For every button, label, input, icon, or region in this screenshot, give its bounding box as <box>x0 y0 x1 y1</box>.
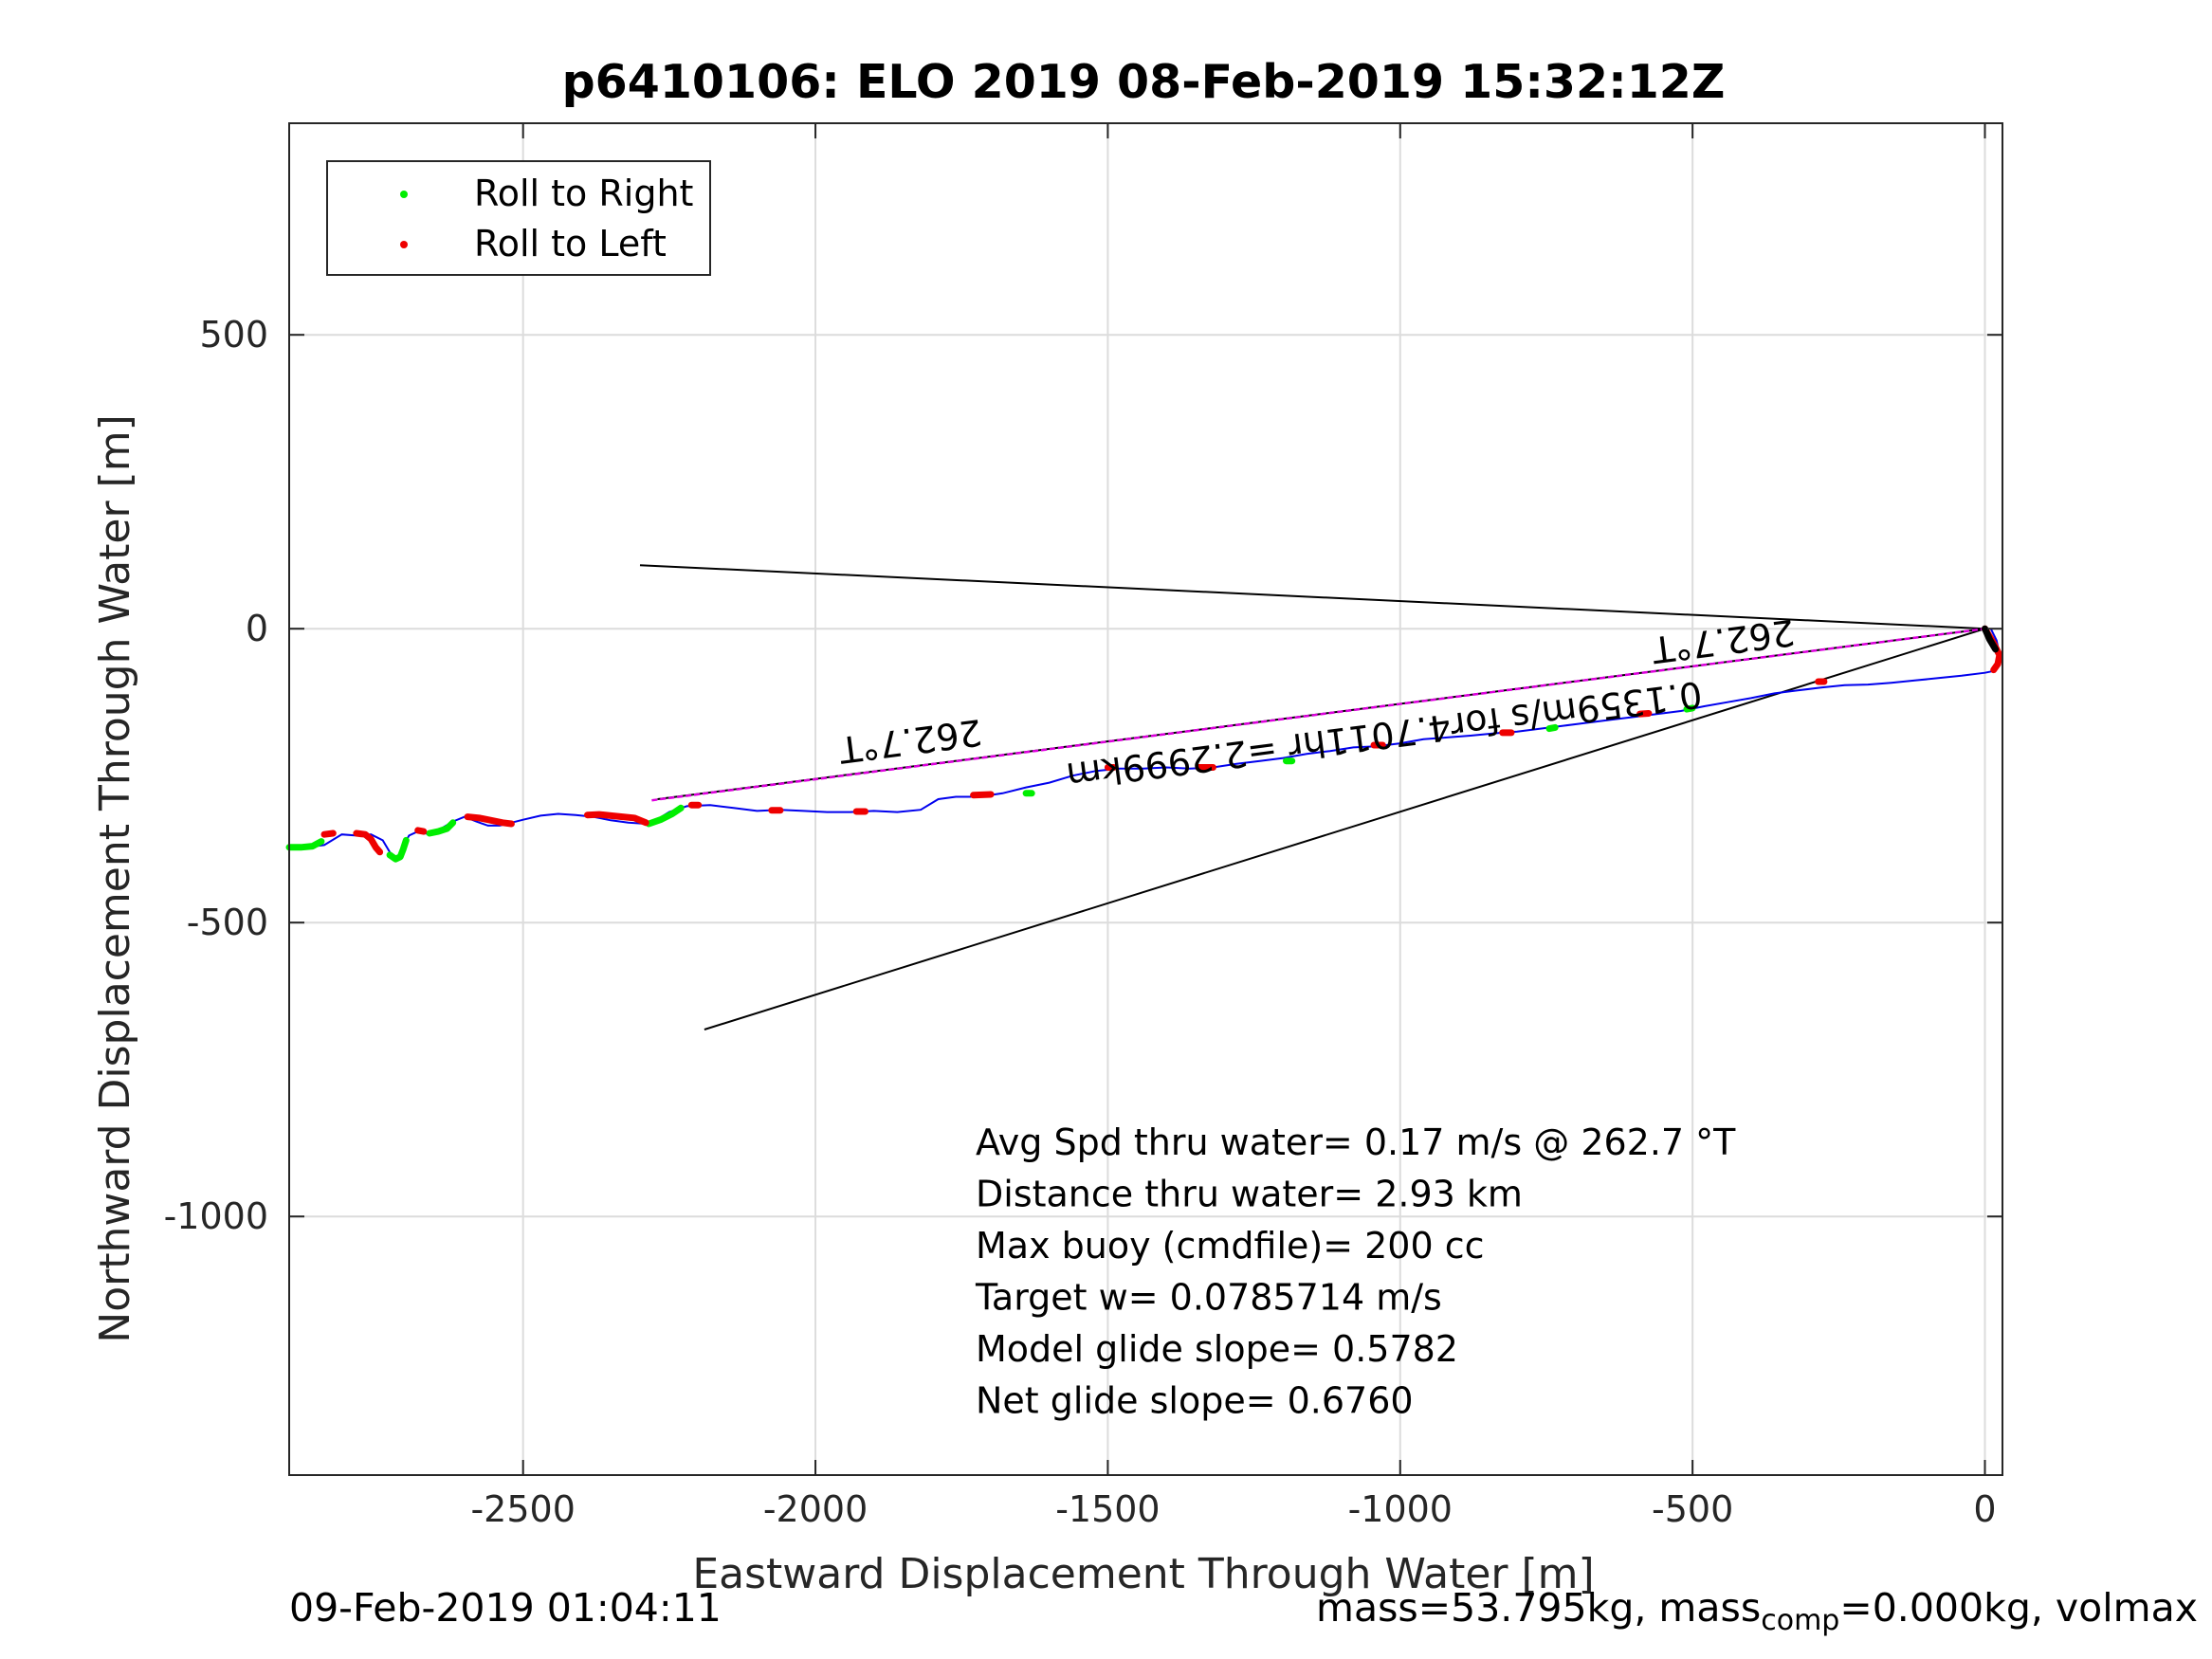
drift-line <box>651 627 1985 802</box>
roll-left-segment <box>584 811 649 827</box>
y-tick-label: -500 <box>187 902 268 943</box>
roll-left-segment <box>1636 710 1653 718</box>
footer-timestamp: 09-Feb-2019 01:04:11 <box>289 1585 722 1631</box>
y-tick-label: 500 <box>199 314 268 356</box>
stats-line: Model glide slope= 0.5782 <box>976 1328 1458 1370</box>
rotated-label: 262.7°T <box>1649 611 1797 671</box>
glider-track <box>289 628 2001 861</box>
stats-annotation: Avg Spd thru water= 0.17 m/s @ 262.7 °T D… <box>975 1121 1736 1422</box>
x-tick-label: -1500 <box>1055 1488 1160 1530</box>
roll-left-segment <box>414 827 428 835</box>
legend-label-roll-left: Roll to Left <box>474 223 667 264</box>
legend-marker-roll-left <box>400 241 408 248</box>
rotated-label: 262.7°T <box>836 711 984 771</box>
legend-marker-roll-right <box>400 191 408 198</box>
chart-title: p6410106: ELO 2019 08-Feb-2019 15:32:12Z <box>562 55 1726 109</box>
roll-right-segment <box>1545 723 1559 733</box>
x-axis-label: Eastward Displacement Through Water [m] <box>692 1550 1594 1598</box>
y-tick-label: -1000 <box>164 1195 268 1237</box>
heading-line <box>704 628 1985 1030</box>
x-tick-label: -500 <box>1652 1488 1733 1530</box>
x-tick-label: 0 <box>1973 1488 1996 1530</box>
stats-line: Target w= 0.0785714 m/s <box>975 1277 1442 1319</box>
roll-left-segment <box>320 830 337 838</box>
roll-left-segment <box>464 813 515 828</box>
axes-box <box>288 122 2003 1476</box>
y-axis-label: Northward Displacement Through Water [m] <box>91 414 139 1342</box>
endpoint-mark <box>1982 625 2000 653</box>
footer-mass: mass=53.795kg, masscomp=0.000kg, volmax <box>1316 1585 2198 1637</box>
roll-right-segment <box>1683 704 1696 713</box>
stats-line: Net glide slope= 0.6760 <box>976 1380 1414 1422</box>
roll-left-segment <box>353 830 384 856</box>
legend-box <box>326 160 711 276</box>
grid-lines <box>289 123 2002 1475</box>
stats-line: Max buoy (cmdfile)= 200 cc <box>976 1225 1485 1267</box>
roll-right-segment <box>645 804 685 828</box>
data-layer <box>285 564 2003 1030</box>
legend-label-roll-right: Roll to Right <box>474 173 693 214</box>
legend: Roll to Right Roll to Left <box>326 160 711 276</box>
x-tick-label: -2500 <box>470 1488 575 1530</box>
x-tick-label: -2000 <box>763 1488 868 1530</box>
roll-right-segment <box>426 819 457 837</box>
footer-mass-text: mass=53.795kg, mass <box>1316 1585 1762 1631</box>
heading-line <box>639 564 1985 630</box>
stats-line: Distance thru water= 2.93 km <box>976 1174 1523 1215</box>
roll-left-segment <box>970 791 995 799</box>
roll-right-segment <box>285 838 325 851</box>
roll-right-segment <box>386 836 410 863</box>
footer-mass-sub: comp <box>1761 1604 1840 1638</box>
stats-line: Avg Spd thru water= 0.17 m/s @ 262.7 °T <box>976 1121 1736 1163</box>
tick-layer: -2500 -2000 -1500 -1000 -500 0 500 0 -500 -1000 <box>164 123 2002 1530</box>
footer-mass-rest: =0.000kg, volmax <box>1839 1585 2198 1631</box>
x-tick-label: -1000 <box>1348 1488 1453 1530</box>
y-tick-label: 0 <box>246 608 268 649</box>
